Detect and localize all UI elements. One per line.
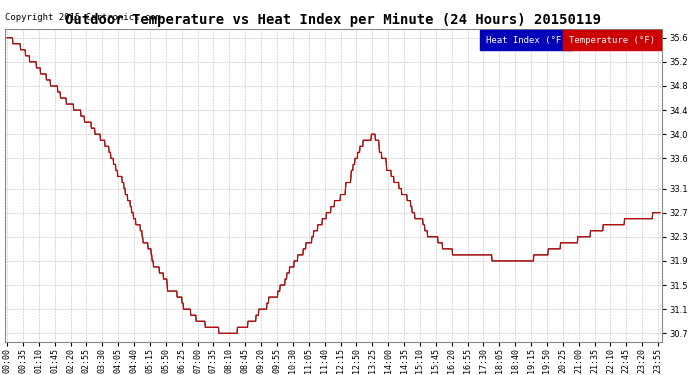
Legend: Heat Index (°F), Temperature (°F): Heat Index (°F), Temperature (°F) bbox=[483, 33, 658, 48]
Text: Copyright 2015 Cartronics.com: Copyright 2015 Cartronics.com bbox=[5, 13, 161, 22]
Title: Outdoor Temperature vs Heat Index per Minute (24 Hours) 20150119: Outdoor Temperature vs Heat Index per Mi… bbox=[66, 13, 602, 27]
